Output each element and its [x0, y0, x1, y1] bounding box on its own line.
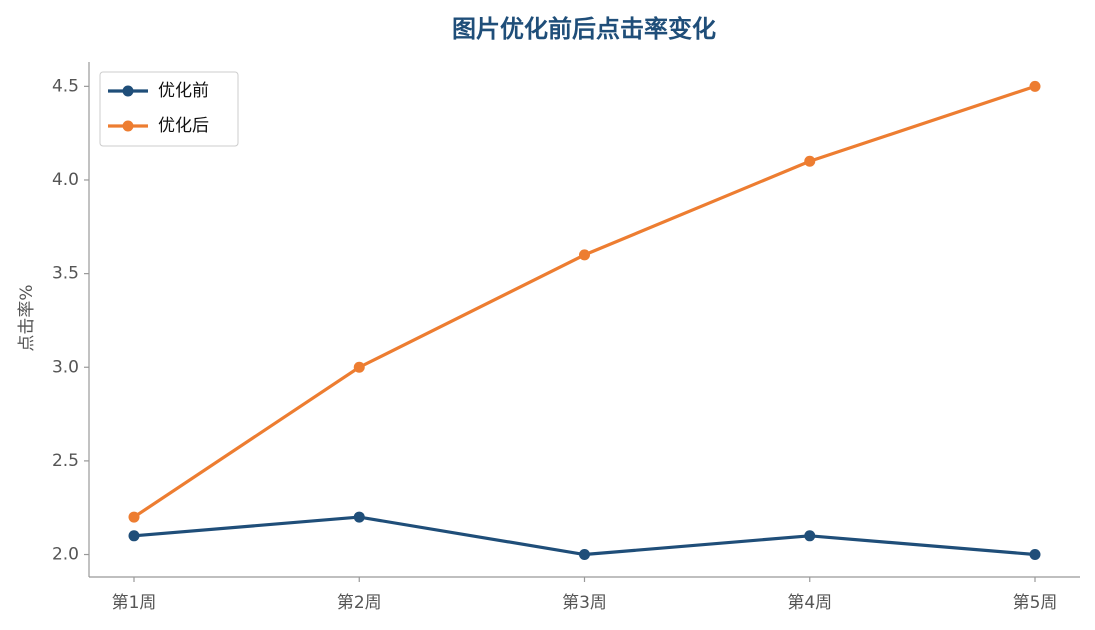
- series-line: [133, 515, 1036, 557]
- point: [128, 511, 140, 523]
- y-tick-label: 2.5: [52, 451, 79, 471]
- series-line: [133, 84, 1036, 519]
- x-tick-label: 第4周: [787, 593, 832, 613]
- y-axis-label: 点击率%: [17, 284, 37, 351]
- y-tick-label: 4.0: [52, 170, 79, 190]
- point: [579, 249, 590, 261]
- legend-label: 优化后: [158, 116, 209, 136]
- legend-marker: [122, 85, 134, 97]
- x-tick-label: 第5周: [1013, 593, 1058, 613]
- x-tick-label: 第2周: [337, 593, 382, 613]
- point: [128, 530, 140, 542]
- y-tick-label: 2.0: [52, 545, 79, 565]
- x-tick-label: 第3周: [562, 593, 607, 613]
- legend-label: 优化前: [158, 81, 209, 101]
- chart-title: 图片优化前后点击率变化: [452, 15, 716, 43]
- point: [353, 361, 365, 373]
- x-tick-label: 第1周: [112, 593, 157, 613]
- y-tick-label: 4.5: [52, 76, 79, 96]
- point: [804, 530, 816, 542]
- point: [1029, 80, 1041, 92]
- y-tick-label: 3.0: [52, 357, 79, 377]
- y-tick-label: 3.5: [52, 264, 79, 284]
- legend-marker: [122, 120, 134, 132]
- point: [804, 155, 816, 167]
- point: [353, 511, 365, 523]
- point: [1029, 549, 1041, 561]
- point: [579, 549, 590, 561]
